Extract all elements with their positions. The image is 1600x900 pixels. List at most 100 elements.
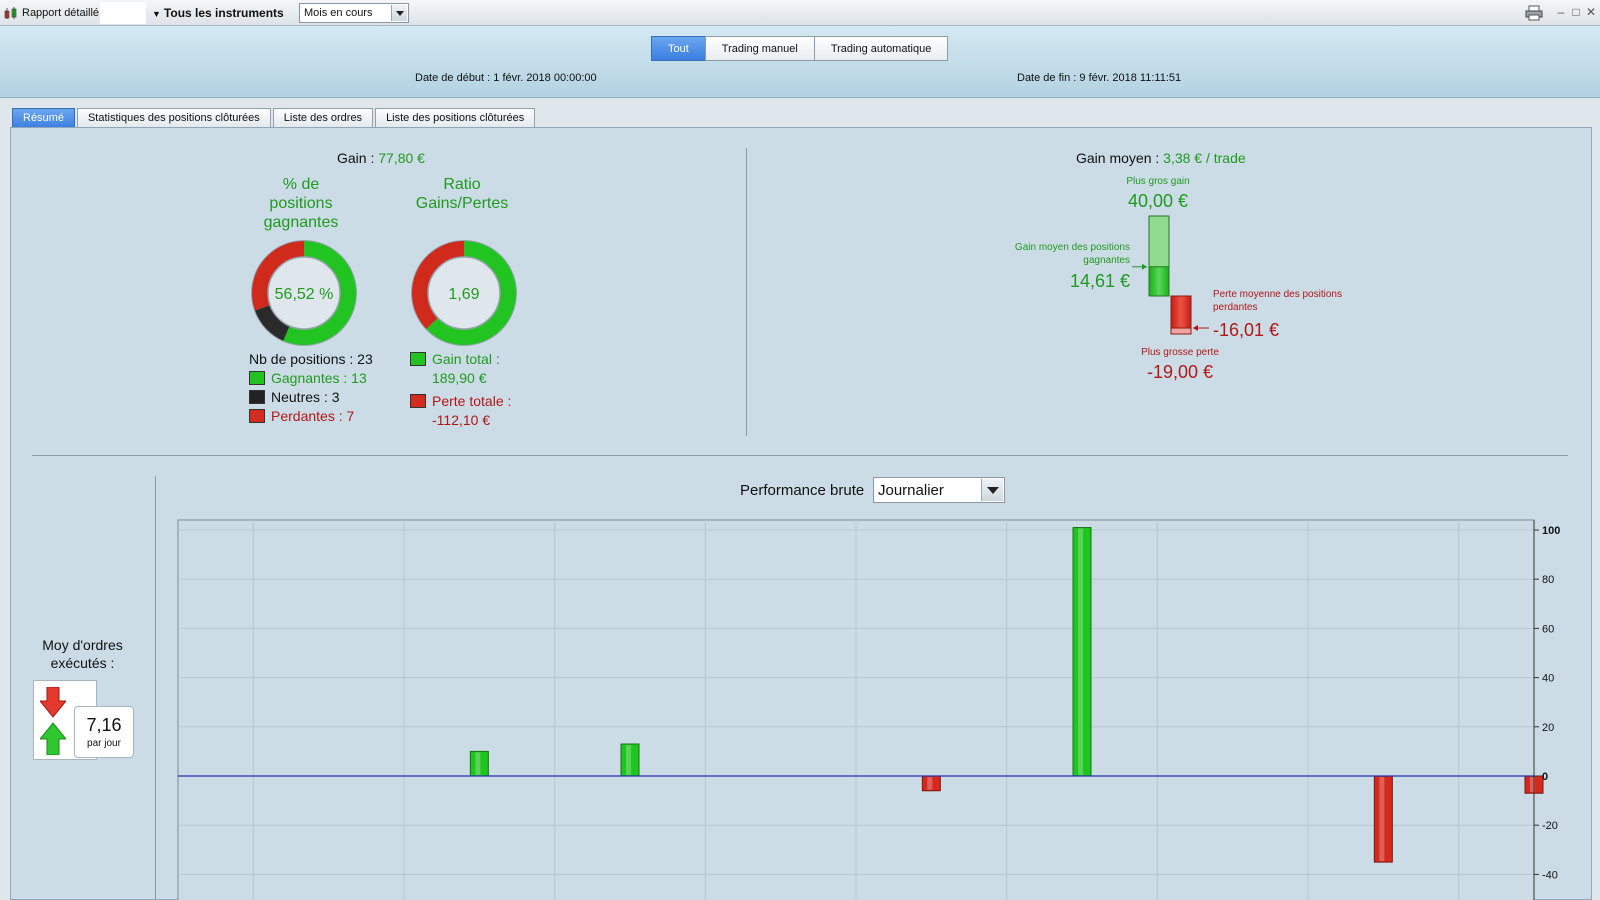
left-divider xyxy=(155,476,156,900)
period-select[interactable]: Mois en cours xyxy=(299,3,409,23)
avg-loss-label-line: perdantes xyxy=(1213,302,1258,313)
performance-bar-highlight xyxy=(1379,777,1385,862)
ratio-title-line: Gains/Pertes xyxy=(415,195,509,212)
tab-orders-list[interactable]: Liste des ordres xyxy=(272,108,374,128)
minimize-button[interactable]: – xyxy=(1557,5,1565,19)
win-pct-title-line: gagnantes xyxy=(263,214,339,231)
win-pct-title-line: % de xyxy=(282,176,320,193)
legend-neutral-label: Neutres : 3 xyxy=(271,389,340,405)
win-pct-title-line: positions xyxy=(269,195,333,212)
performance-bar-highlight xyxy=(475,752,481,775)
ratio-title: Ratio Gains/Pertes xyxy=(407,175,517,213)
avg-gain-value: 3,38 € / trade xyxy=(1163,150,1246,166)
close-button[interactable]: ✕ xyxy=(1585,5,1597,19)
avg-loss-value: -16,01 € xyxy=(1213,320,1280,340)
ratio-donut: 1,69 xyxy=(411,240,517,346)
performance-period-value: Journalier xyxy=(878,482,944,499)
instrument-label: Tous les instruments xyxy=(163,6,284,20)
tab-closed-positions[interactable]: Liste des positions clôturées xyxy=(375,108,536,128)
buy-sell-arrows-icon xyxy=(40,687,66,755)
performance-period-select[interactable]: Journalier xyxy=(873,477,1005,503)
win-pct-donut: 56,52 % xyxy=(251,240,357,346)
green-square-icon xyxy=(410,352,426,366)
max-loss-label: Plus grosse perte xyxy=(1141,347,1219,358)
gain-total-value: 189,90 € xyxy=(432,370,487,386)
tab-summary[interactable]: Résumé xyxy=(12,108,75,128)
performance-bar-highlight xyxy=(927,777,933,790)
win-pct-value: 56,52 % xyxy=(275,286,334,303)
avg-gain-loss-graphic xyxy=(1132,215,1209,335)
avg-gain-label: Gain moyen : xyxy=(1076,150,1160,166)
avg-loss-bar xyxy=(1170,295,1192,329)
avg-loss-label-line: Perte moyenne des positions xyxy=(1213,289,1342,300)
losing-slice xyxy=(252,241,305,311)
orders-value: 7,16 xyxy=(86,715,122,735)
red-square-icon xyxy=(410,394,426,408)
y-tick-label: 0 xyxy=(1542,771,1548,783)
title-blank-field[interactable] xyxy=(100,2,146,24)
performance-bar-highlight xyxy=(1078,528,1083,775)
gain-loss-legend: Gain total : 189,90 € Perte totale : -11… xyxy=(410,350,511,430)
red-square-icon xyxy=(249,409,265,423)
start-date-label: Date de début : xyxy=(415,72,491,84)
orders-label-line: Moy d'ordres xyxy=(42,637,123,653)
maximize-button[interactable]: □ xyxy=(1572,5,1580,19)
end-date-value: 9 févr. 2018 11:11:51 xyxy=(1079,72,1182,84)
legend-neutral: Neutres : 3 xyxy=(249,388,373,407)
avg-loss-label: Perte moyenne des positions perdantes xyxy=(1213,288,1373,314)
instrument-dropdown[interactable]: ▼ Tous les instruments xyxy=(152,6,284,20)
legend-loss-total: Perte totale : xyxy=(410,392,511,411)
mode-auto-button[interactable]: Trading automatique xyxy=(813,36,949,61)
ratio-title-line: Ratio xyxy=(443,176,481,193)
y-tick-label: 100 xyxy=(1542,525,1560,537)
green-square-icon xyxy=(249,371,265,385)
tab-closed-stats[interactable]: Statistiques des positions clôturées xyxy=(76,108,271,128)
report-header: Tout Trading manuel Trading automatique … xyxy=(0,26,1600,98)
end-date: Date de fin : 9 févr. 2018 11:11:51 xyxy=(1017,72,1181,84)
legend-losing: Perdantes : 7 xyxy=(249,407,373,426)
win-pct-title: % de positions gagnantes xyxy=(246,175,356,232)
candlestick-icon xyxy=(4,7,17,19)
legend-winning-label: Gagnantes : 13 xyxy=(271,370,367,386)
mode-manual-button[interactable]: Trading manuel xyxy=(704,36,815,61)
y-tick-label: 40 xyxy=(1542,673,1554,685)
end-date-label: Date de fin : xyxy=(1017,72,1077,84)
avg-win-label: Gain moyen des positions gagnantes xyxy=(990,241,1130,267)
gain-slice xyxy=(426,241,516,345)
ratio-value: 1,69 xyxy=(448,286,479,303)
chevron-down-icon[interactable] xyxy=(981,479,1003,501)
horizontal-divider xyxy=(32,455,1568,456)
avg-win-label-line: gagnantes xyxy=(1083,255,1130,266)
gain-total-summary: Gain : 77,80 € xyxy=(337,150,425,166)
gain-total-label: Gain total : xyxy=(432,351,500,367)
caret-down-icon: ▼ xyxy=(152,9,161,19)
y-tick-label: 60 xyxy=(1542,623,1554,635)
y-tick-label: 20 xyxy=(1542,722,1554,734)
max-gain-label: Plus gros gain xyxy=(1126,176,1190,187)
avg-loss-arrowhead xyxy=(1193,325,1198,332)
start-date-value: 1 févr. 2018 00:00:00 xyxy=(493,72,597,84)
report-tabs: Résumé Statistiques des positions clôtur… xyxy=(12,108,537,128)
legend-winning: Gagnantes : 13 xyxy=(249,369,373,388)
printer-icon[interactable] xyxy=(1525,5,1543,21)
positions-count: Nb de positions : 23 xyxy=(249,351,373,367)
mode-all-button[interactable]: Tout xyxy=(651,36,706,61)
performance-bar-highlight xyxy=(626,745,631,775)
loss-total-label: Perte totale : xyxy=(432,393,512,409)
start-date: Date de début : 1 févr. 2018 00:00:00 xyxy=(415,72,597,84)
max-loss-value: -19,00 € xyxy=(1146,362,1214,382)
window-title: Rapport détaillé xyxy=(22,7,100,19)
performance-bar-highlight xyxy=(1530,777,1535,793)
period-select-value: Mois en cours xyxy=(304,7,373,19)
y-tick-label: -20 xyxy=(1542,820,1558,832)
legend-gain-total: Gain total : xyxy=(410,350,511,369)
avg-win-label-line: Gain moyen des positions xyxy=(1014,242,1130,253)
loss-total-value: -112,10 € xyxy=(432,412,491,428)
max-gain-value: 40,00 € xyxy=(1127,191,1189,211)
mode-toggle-group: Tout Trading manuel Trading automatique xyxy=(651,36,949,61)
positions-legend: Nb de positions : 23 Gagnantes : 13 Neut… xyxy=(249,350,373,426)
gain-label: Gain : xyxy=(337,150,375,166)
chevron-down-icon[interactable] xyxy=(391,5,407,21)
orders-label: Moy d'ordres exécutés : xyxy=(30,636,135,672)
loss-slice xyxy=(412,241,465,329)
